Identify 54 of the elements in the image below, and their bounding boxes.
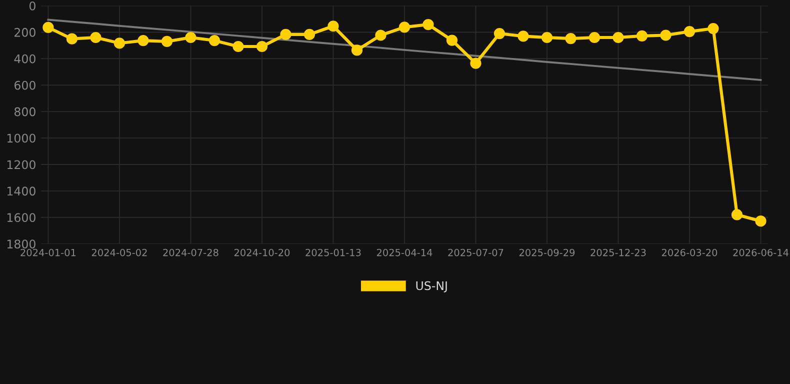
point	[731, 209, 743, 220]
x-tick-label: 2025-01-13	[306, 248, 361, 256]
y-tick-label: 1400	[7, 186, 36, 196]
x-tick-label: 2025-04-14	[376, 248, 432, 256]
y-tick-label: 200	[14, 28, 36, 37]
point	[660, 30, 672, 41]
point	[208, 34, 220, 46]
point	[755, 216, 766, 227]
point	[256, 40, 268, 52]
point	[636, 30, 648, 42]
point	[185, 32, 196, 44]
y-tick-label: 600	[14, 80, 36, 90]
x-tick-label: 2026-06-14	[733, 248, 788, 256]
x-tick-label: 2024-01-01	[20, 248, 76, 256]
point	[280, 28, 292, 40]
y-tick-label: 1600	[7, 213, 36, 222]
y-tick-label: 400	[14, 54, 36, 64]
point	[708, 22, 719, 34]
point	[612, 32, 624, 44]
y-tick-label: 1200	[7, 160, 36, 170]
x-tick-label: 2024-10-20	[234, 248, 290, 256]
legend-label: US-NJ	[416, 281, 447, 292]
point	[232, 40, 244, 52]
x-tick-label: 2025-07-07	[448, 248, 504, 256]
point	[161, 36, 173, 48]
point	[541, 32, 553, 44]
y-tick-label: 1000	[7, 134, 36, 143]
point	[328, 20, 339, 32]
point	[565, 33, 576, 44]
point	[446, 34, 458, 46]
point	[398, 22, 410, 33]
x-tick-label: 2026-03-20	[662, 248, 718, 256]
point	[588, 32, 600, 44]
point	[66, 33, 78, 44]
point	[42, 22, 54, 34]
point	[684, 26, 696, 38]
y-tick-label: 0	[29, 1, 36, 10]
point	[351, 44, 363, 56]
point	[494, 28, 506, 40]
point	[304, 28, 316, 40]
y-tick-label: 1800	[7, 240, 36, 248]
x-tick-label: 2024-05-02	[92, 248, 147, 256]
point	[470, 58, 482, 69]
point	[518, 30, 529, 42]
x-tick-label: 2025-09-29	[519, 248, 575, 256]
point	[375, 30, 386, 41]
point	[114, 38, 126, 49]
point	[90, 32, 102, 44]
x-tick-label: 2024-07-28	[163, 248, 218, 256]
point	[138, 34, 149, 46]
x-tick-label: 2025-12-23	[590, 248, 646, 256]
point	[422, 18, 434, 30]
y-tick-label: 800	[14, 107, 36, 116]
line-series	[47, 18, 762, 81]
